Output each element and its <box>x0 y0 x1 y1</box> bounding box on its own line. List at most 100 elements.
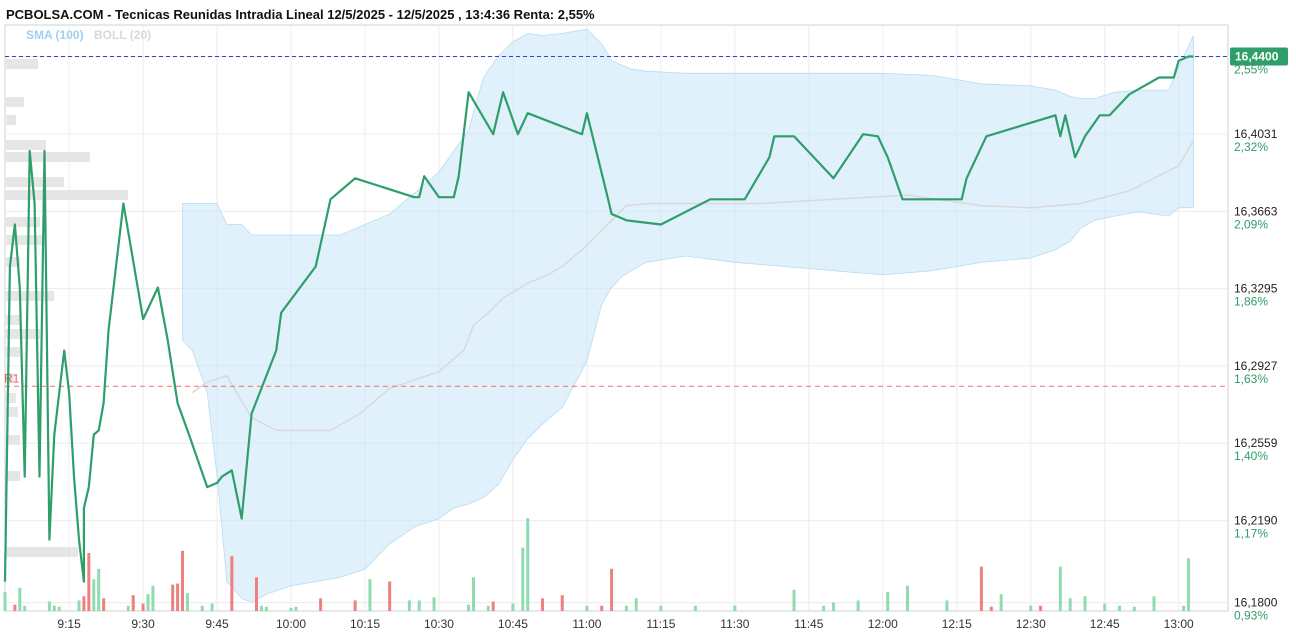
volume-bar <box>733 605 737 611</box>
depth-bar <box>6 315 20 325</box>
y-tick-pct-label: 2,09% <box>1234 217 1268 231</box>
volume-bar <box>52 605 56 611</box>
volume-bar <box>432 597 436 611</box>
x-tick-label: 12:15 <box>942 617 972 631</box>
volume-bar <box>57 606 61 611</box>
volume-bar <box>126 605 130 611</box>
volume-bar <box>1029 605 1033 611</box>
y-tick-pct-label: 1,17% <box>1234 527 1268 541</box>
depth-bar <box>6 407 18 417</box>
volume-bar <box>97 568 101 611</box>
x-tick-label: 12:00 <box>868 617 898 631</box>
depth-bar <box>6 115 16 125</box>
volume-bar <box>486 605 490 611</box>
depth-bar <box>6 217 40 227</box>
volume-bar <box>230 556 234 611</box>
x-tick-label: 13:00 <box>1164 617 1194 631</box>
volume-bar <box>1182 605 1186 611</box>
x-tick-label: 10:15 <box>350 617 380 631</box>
volume-bar <box>264 606 268 611</box>
y-tick-pct-label: 1,63% <box>1234 372 1268 386</box>
depth-bar <box>6 152 90 162</box>
volume-bar <box>3 592 7 611</box>
volume-bar <box>176 583 180 611</box>
depth-bars <box>6 59 128 557</box>
volume-bar <box>521 547 525 611</box>
volume-bar <box>47 601 51 611</box>
y-tick-pct-label: 2,32% <box>1234 140 1268 154</box>
volume-bar <box>541 598 545 611</box>
sma-band <box>182 28 1194 604</box>
x-tick-label: 9:30 <box>131 617 155 631</box>
volume-bar <box>945 600 949 611</box>
depth-bar <box>6 97 24 107</box>
volume-bar <box>171 584 175 611</box>
depth-bar <box>6 190 128 200</box>
volume-bar <box>1118 605 1122 611</box>
volume-bar <box>181 550 185 611</box>
boll-series-line <box>191 140 1195 432</box>
volume-bar <box>822 605 826 611</box>
volume-bar <box>831 602 835 611</box>
depth-bar <box>6 435 20 445</box>
depth-bar <box>6 329 40 339</box>
y-tick-pct-label: 0,93% <box>1234 609 1268 623</box>
volume-bar <box>131 595 135 611</box>
volume-bar <box>905 585 909 611</box>
volume-bar <box>1083 596 1087 611</box>
depth-bar <box>6 547 78 557</box>
volume-bar <box>1058 566 1062 611</box>
volume-bar <box>600 605 604 611</box>
x-tick-label: 11:30 <box>720 617 749 631</box>
y-tick-pct-label: 1,86% <box>1234 295 1268 309</box>
x-tick-label: 11:00 <box>572 617 601 631</box>
depth-bar <box>6 177 64 187</box>
sma-band-area <box>182 28 1194 604</box>
volume-bar <box>353 600 357 611</box>
volume-bar <box>886 592 890 611</box>
depth-bar <box>6 235 42 245</box>
volume-bar <box>13 604 17 611</box>
volume-bar <box>185 593 189 611</box>
volume-bar <box>610 568 614 611</box>
volume-bar <box>467 604 471 611</box>
volume-bar <box>289 607 293 611</box>
y-tick-label: 16,3663 <box>1234 204 1278 218</box>
volume-bars <box>3 518 1191 611</box>
volume-bar <box>491 601 495 611</box>
volume-bar <box>659 605 663 611</box>
y-tick-label: 16,3295 <box>1234 282 1278 296</box>
volume-bar <box>200 605 204 611</box>
volume-bar <box>999 594 1003 611</box>
volume-bar <box>585 605 589 611</box>
y-tick-label: 16,2559 <box>1234 436 1278 450</box>
volume-bar <box>1039 605 1043 611</box>
volume-bar <box>77 600 81 611</box>
depth-bar <box>6 347 20 357</box>
x-tick-label: 12:30 <box>1016 617 1046 631</box>
volume-bar <box>792 589 796 611</box>
x-tick-label: 12:45 <box>1090 617 1120 631</box>
price-series-line <box>3 55 1194 583</box>
volume-bar <box>624 605 628 611</box>
legend-boll: BOLL (20) <box>94 28 151 42</box>
volume-bar <box>1152 596 1156 611</box>
volume-bar <box>255 577 259 611</box>
volume-bar <box>368 579 372 611</box>
x-tick-label: 10:45 <box>498 617 528 631</box>
boll-line <box>191 140 1195 432</box>
depth-bar <box>6 59 38 69</box>
x-tick-label: 9:15 <box>57 617 81 631</box>
volume-bar <box>989 606 993 611</box>
volume-bar <box>407 600 411 611</box>
x-tick-label: 11:45 <box>794 617 823 631</box>
x-tick-label: 10:00 <box>276 617 306 631</box>
volume-bar <box>417 600 421 611</box>
volume-bar <box>319 598 323 611</box>
volume-bar <box>141 603 145 611</box>
volume-bar <box>259 605 263 611</box>
last-price-label: 16,4400 <box>1235 50 1279 64</box>
r1-label: R1 <box>4 371 20 385</box>
depth-bar <box>6 471 20 481</box>
